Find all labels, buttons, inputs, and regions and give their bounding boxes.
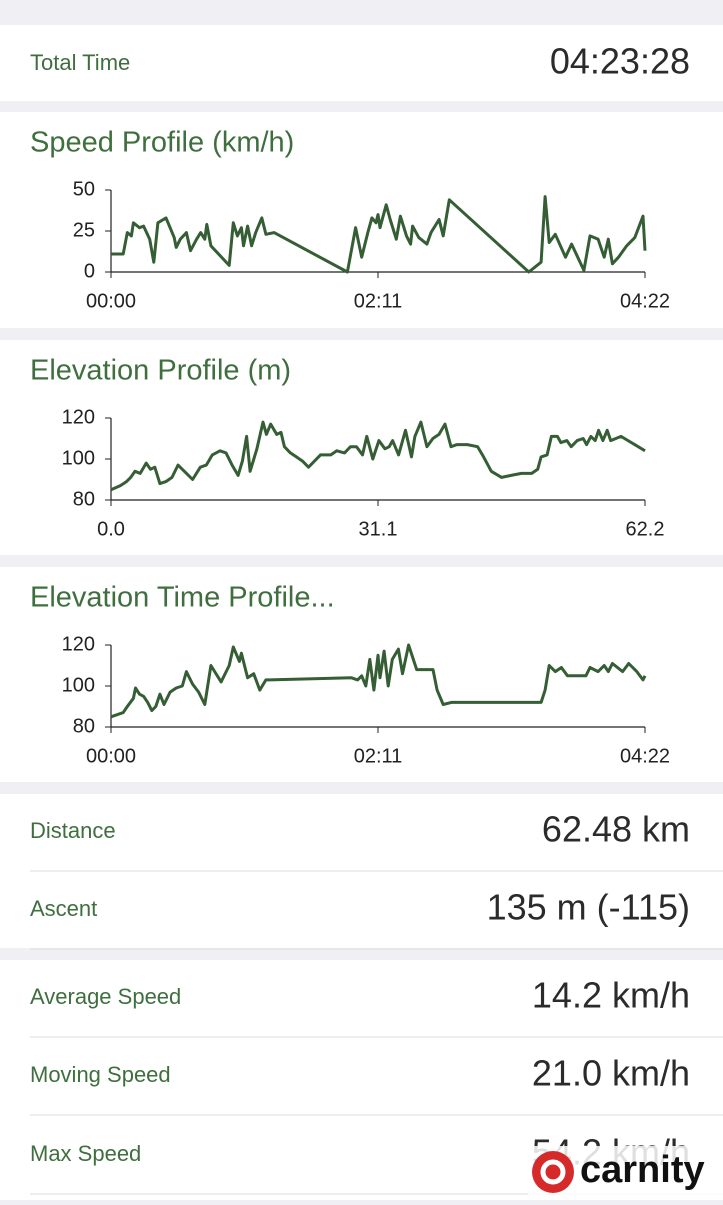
watermark-logo — [532, 1151, 574, 1193]
stat-label: Moving Speed — [30, 1062, 171, 1087]
x-tick-label: 0.0 — [97, 518, 125, 540]
y-tick-label: 120 — [62, 633, 95, 655]
stat-label: Distance — [30, 818, 116, 843]
y-tick-label: 25 — [73, 219, 95, 241]
chart-card — [0, 112, 723, 328]
chart-title: Elevation Time Profile... — [30, 582, 335, 614]
data-line — [110, 643, 647, 719]
summary-card — [0, 25, 723, 101]
y-tick-label: 80 — [73, 715, 95, 737]
stat-value: 135 m (-115) — [487, 887, 690, 928]
watermark-logo-inner — [540, 1159, 566, 1185]
x-tick-label: 00:00 — [86, 290, 136, 312]
stat-value: 14.2 km/h — [532, 975, 690, 1016]
stat-label: Ascent — [30, 896, 97, 921]
y-tick-label: 80 — [73, 488, 95, 510]
x-tick-label: 00:00 — [86, 745, 136, 767]
x-tick-label: 31.1 — [359, 518, 398, 540]
chart-title: Elevation Profile (m) — [30, 355, 291, 387]
chart-card — [0, 340, 723, 555]
stat-value: 21.0 km/h — [532, 1053, 690, 1094]
summary-value: 04:23:28 — [550, 41, 690, 82]
stat-label: Average Speed — [30, 984, 181, 1009]
x-tick-label: 04:22 — [620, 290, 670, 312]
stat-value: 62.48 km — [542, 809, 690, 850]
data-line — [110, 420, 646, 492]
x-tick-label: 02:11 — [354, 290, 403, 312]
x-tick-label: 02:11 — [354, 745, 403, 767]
y-tick-label: 120 — [62, 406, 95, 428]
y-tick-label: 100 — [62, 674, 95, 696]
chart-title: Speed Profile (km/h) — [30, 127, 294, 159]
stat-label: Max Speed — [30, 1141, 141, 1166]
x-tick-label: 04:22 — [620, 745, 670, 767]
x-tick-label: 62.2 — [626, 518, 665, 540]
y-tick-label: 50 — [73, 178, 95, 200]
y-tick-label: 0 — [84, 260, 95, 282]
data-line — [111, 195, 647, 274]
watermark: carnity — [580, 1149, 705, 1191]
summary-label: Total Time — [30, 50, 130, 75]
y-tick-label: 100 — [62, 447, 95, 469]
